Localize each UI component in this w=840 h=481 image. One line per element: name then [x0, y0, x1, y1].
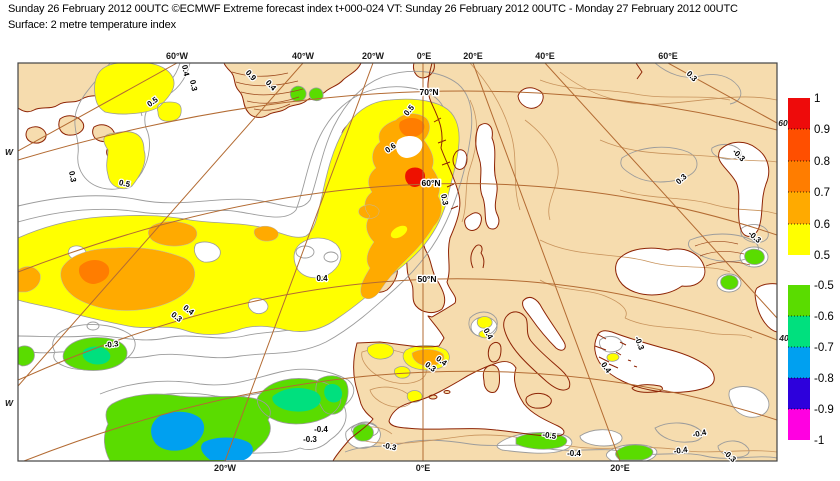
map-area: [18, 63, 777, 461]
map-frame: [17, 62, 778, 462]
efi-positive-area-strong: [18, 113, 445, 367]
color-scale-legend: 1 0.9 0.8 0.7 0.6 0.5 -0.5 -0.6 -0.7 -0.…: [788, 93, 834, 447]
efi-positive-area: [390, 225, 408, 239]
legend-tick-label: 0.9: [814, 124, 830, 136]
efi-negative-area-strong: [82, 346, 343, 412]
efi-positive-area-extreme: [405, 167, 425, 187]
balearic-island: [443, 390, 451, 394]
latitude-label: 70°N: [420, 87, 439, 97]
legend-tick-label: 0.5: [814, 250, 830, 262]
legend-tick-label: 0.8: [814, 156, 830, 168]
bottom-longitude-labels: 20°W 0°E 20°E: [214, 463, 630, 473]
contour-oval: [323, 251, 339, 263]
legend-tick-label: -0.8: [814, 373, 834, 385]
legend-cell: [788, 347, 810, 378]
edge-graticule-label: 40: [778, 333, 789, 343]
leg-negative-bar: -0.5 -0.6 -0.7 -0.8 -0.9 -1: [788, 280, 834, 447]
legend-cell: [788, 192, 810, 224]
efi-negative-area: [18, 85, 765, 461]
contour-oval: [86, 321, 100, 331]
efi-negative-area-stronger: [151, 411, 253, 460]
contour-value-label: -0.3: [303, 435, 317, 444]
longitude-label: 20°W: [362, 51, 385, 61]
edge-graticule-label: W: [5, 398, 14, 408]
efi-hole: [396, 136, 423, 158]
legend-tick-label: -0.7: [814, 342, 834, 354]
latitude-label: 50°N: [418, 274, 437, 284]
edge-labels: W W 60 40: [5, 118, 789, 408]
chart-title-line1: Sunday 26 February 2012 00UTC ©ECMWF Ext…: [8, 3, 738, 15]
contour-value-label: -0.4: [673, 445, 688, 456]
legend-tick-label: 1: [814, 93, 820, 105]
edge-graticule-label: 60: [778, 118, 788, 128]
legend-tick-label: -0.6: [814, 311, 834, 323]
contour-value-label: -0.4: [567, 449, 581, 458]
longitude-label: 20°W: [214, 463, 237, 473]
legend-cell: [788, 98, 810, 129]
legend-cell: [788, 409, 810, 440]
contour-value-label: 0.3: [439, 193, 450, 206]
contour-value-label: 0.3: [188, 79, 199, 92]
contour-value-label: 0.5: [118, 178, 131, 189]
legend-cell: [788, 161, 810, 192]
legend-positive-bar: 1 0.9 0.8 0.7 0.6 0.5: [788, 93, 830, 262]
graticule-lines: [18, 63, 777, 461]
longitude-label: 40°E: [535, 51, 555, 61]
longitude-label: 60°E: [658, 51, 678, 61]
longitude-label: 20°E: [610, 463, 630, 473]
legend-cell: [788, 285, 810, 316]
contour-value-label: 0.4: [180, 64, 191, 77]
legend-tick-label: 0.7: [814, 187, 830, 199]
edge-graticule-label: W: [5, 147, 14, 157]
contour-value-label: -0.3: [104, 339, 119, 350]
italy-and-islands: [482, 311, 663, 409]
terrain-contour-hatching: [231, 71, 751, 267]
legend-cell: [788, 378, 810, 409]
longitude-label: 60°W: [166, 51, 189, 61]
contour-value-label: -0.4: [692, 428, 708, 440]
coastline: [332, 63, 777, 461]
chart-title-line2: Surface: 2 metre temperature index: [8, 19, 176, 31]
legend-tick-label: -0.5: [814, 280, 834, 292]
longitude-label: 40°W: [292, 51, 315, 61]
longitude-label: 0°E: [417, 51, 432, 61]
contour-value-label: 0.4: [316, 274, 328, 283]
top-longitude-labels: 60°W 40°W 20°W 0°E 20°E 40°E 60°E: [166, 51, 678, 61]
contour-value-label: -0.4: [314, 425, 328, 434]
legend-cell: [788, 129, 810, 161]
latitude-label: 60°N: [422, 178, 441, 188]
contour-value-label: 0.3: [67, 170, 78, 183]
latitude-labels: 70°N 60°N 50°N: [416, 86, 442, 286]
longitude-label: 20°E: [463, 51, 483, 61]
contour-value-label: -0.3: [382, 441, 398, 453]
contour-value-label: -0.5: [542, 430, 557, 441]
legend-cell: [788, 316, 810, 347]
legend-tick-label: -0.9: [814, 404, 834, 416]
contour-line-brown: [351, 63, 777, 453]
legend-cell: [788, 224, 810, 255]
legend-tick-label: -1: [814, 435, 824, 447]
legend-tick-label: 0.6: [814, 219, 830, 231]
longitude-label: 0°E: [416, 463, 431, 473]
